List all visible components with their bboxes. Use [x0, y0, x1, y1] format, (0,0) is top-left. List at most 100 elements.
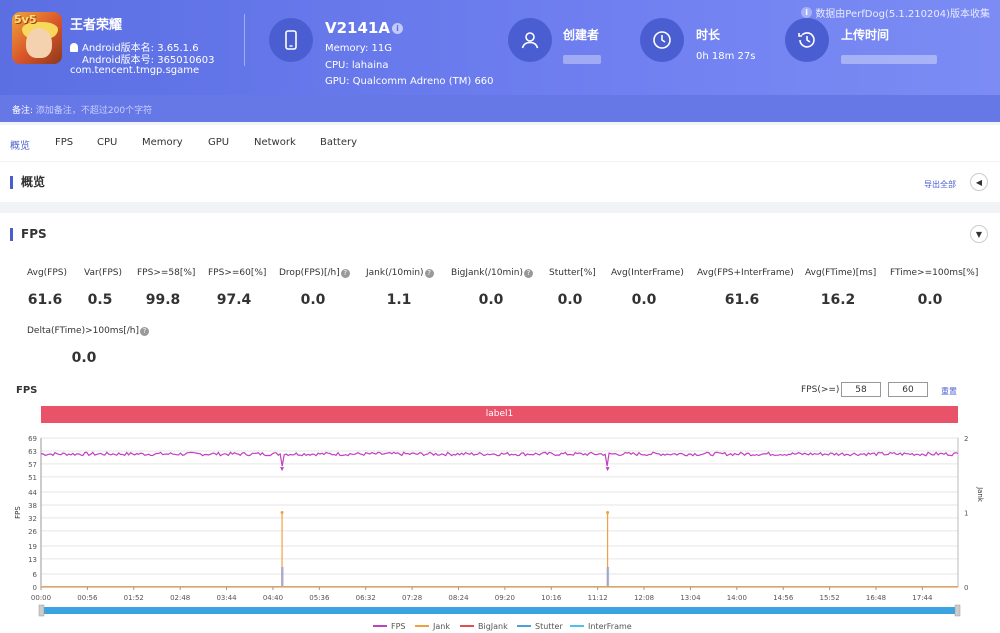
range-slider-handle-right — [954, 604, 961, 617]
range-slider-track — [41, 607, 958, 614]
collapse-down-icon[interactable]: ▼ — [970, 225, 988, 243]
fps-threshold-input-2[interactable] — [888, 382, 928, 397]
metric-label: FTime>=100ms[%] — [890, 268, 979, 278]
label-band[interactable]: label1 — [41, 406, 958, 423]
y-tick-label: 13 — [28, 556, 37, 564]
user-icon — [508, 18, 552, 62]
metric-label-text: BigJank(/10min) — [451, 268, 523, 278]
metric-value: 61.6 — [724, 292, 760, 308]
app-package: com.tencent.tmgp.sgame — [70, 65, 200, 76]
y2-axis-title: Jank — [976, 486, 984, 503]
app-name: 王者荣耀 — [70, 18, 123, 33]
legend-swatch — [460, 625, 474, 627]
metric-label-text: Delta(FTime)>100ms[/h] — [27, 326, 140, 336]
y-tick-label: 38 — [28, 502, 37, 510]
tab-network[interactable]: Network — [254, 137, 296, 148]
metric-value: 0.0 — [557, 292, 583, 308]
remark-input[interactable]: 添加备注，不超过200个字符 — [35, 106, 153, 116]
metric-label: Drop(FPS)[/h]? — [279, 268, 350, 278]
y-tick-label: 63 — [28, 448, 37, 456]
x-tick-label: 00:00 — [31, 594, 51, 602]
metric-label: BigJank(/10min)? — [451, 268, 533, 278]
data-source-note: i 数据由PerfDog(5.1.210204)版本收集 — [799, 5, 990, 20]
y2-tick-label: 0 — [964, 584, 968, 592]
upload-time-value-redacted — [841, 55, 937, 64]
tab-battery[interactable]: Battery — [320, 137, 358, 148]
hero-face — [26, 28, 52, 58]
report-header: 5v5 王者荣耀 Android版本名: 3.65.1.6 Android版本号… — [0, 0, 1000, 95]
x-tick-label: 14:00 — [727, 594, 747, 602]
metric-label: FPS>=60[%] — [208, 268, 267, 278]
metric-value: 0.0 — [631, 292, 657, 308]
x-tick-label: 04:40 — [263, 594, 283, 602]
help-icon[interactable]: ? — [340, 269, 350, 278]
tab-cpu[interactable]: CPU — [97, 137, 118, 148]
legend-item-jank[interactable]: Jank — [415, 622, 450, 631]
legend-item-interframe[interactable]: InterFrame — [570, 622, 632, 631]
app-version-name: Android版本名: 3.65.1.6 — [82, 43, 199, 54]
metric-label: FPS>=58[%] — [137, 268, 196, 278]
x-tick-label: 11:12 — [588, 594, 608, 602]
help-icon[interactable]: ? — [424, 269, 434, 278]
tab-fps[interactable]: FPS — [55, 137, 74, 148]
remark-bar: 备注: 添加备注，不超过200个字符 — [0, 95, 1000, 122]
help-icon[interactable]: ? — [140, 327, 150, 336]
legend-item-stutter[interactable]: Stutter — [517, 622, 563, 631]
android-icon — [70, 43, 78, 52]
y-tick-label: 69 — [28, 435, 37, 443]
metric-label: Delta(FTime)>100ms[/h]? — [27, 326, 150, 336]
overview-title: 概览 — [10, 176, 45, 189]
jank-bar — [281, 567, 284, 587]
x-tick-label: 12:08 — [634, 594, 654, 602]
collapse-left-icon[interactable]: ◀ — [970, 173, 988, 191]
legend-item-bigjank[interactable]: BigJank — [460, 622, 508, 631]
metric-label: Avg(FTime)[ms] — [805, 268, 877, 278]
fps-chart[interactable]: 0 6 13 19 26 32 38 44 51 57 63 69 0 1 2 FPS Jank 00:00 00:… — [0, 426, 1000, 622]
export-all-link[interactable]: 导出全部 — [924, 180, 956, 189]
y-tick-label: 26 — [28, 528, 37, 536]
duration-title: 时长 — [696, 28, 721, 42]
device-info-icon[interactable]: i — [391, 23, 403, 34]
legend-swatch — [570, 625, 584, 627]
metric-value: 0.0 — [300, 292, 326, 308]
y-tick-label: 57 — [28, 461, 37, 469]
metric-label: Var(FPS) — [84, 268, 123, 278]
metric-value: 97.4 — [216, 292, 252, 308]
metric-label-text: Jank(/10min) — [366, 268, 424, 278]
x-tick-label: 00:56 — [77, 594, 98, 602]
x-tick-label: 06:32 — [356, 594, 376, 602]
tab-overview[interactable]: 概览 — [10, 137, 30, 164]
reset-button[interactable]: 重置 — [941, 387, 957, 396]
y-tick-label: 44 — [28, 489, 37, 497]
fps-dip-marker — [280, 467, 285, 472]
upload-time-title: 上传时间 — [841, 28, 890, 42]
app-icon: 5v5 — [12, 12, 62, 64]
y-tick-label: 0 — [33, 584, 37, 592]
x-tick-label: 02:48 — [170, 594, 190, 602]
x-tick-label: 14:56 — [773, 594, 794, 602]
legend-item-fps[interactable]: FPS — [373, 622, 406, 631]
legend-label: Jank — [433, 622, 450, 631]
help-icon[interactable]: ? — [523, 269, 533, 278]
x-tick-label: 05:36 — [309, 594, 330, 602]
device-cpu: CPU: lahaina — [325, 60, 389, 71]
fps-threshold-input-1[interactable] — [841, 382, 881, 397]
legend-label: InterFrame — [588, 622, 632, 631]
fps-dip-marker — [605, 467, 610, 472]
metric-value: 0.5 — [87, 292, 113, 308]
fps-panel: FPS ▼ — [0, 213, 1000, 633]
metric-label-text: Drop(FPS)[/h] — [279, 268, 340, 278]
fps-section-title: FPS — [10, 228, 47, 241]
metric-label: Avg(FPS+InterFrame) — [697, 268, 794, 278]
device-phone-icon — [269, 18, 313, 62]
y-tick-label: 6 — [33, 571, 38, 579]
metric-value: 1.1 — [386, 292, 412, 308]
x-tick-label: 17:44 — [912, 594, 933, 602]
clock-icon — [640, 18, 684, 62]
fps-series-line — [40, 451, 959, 467]
y-tick-label: 51 — [28, 474, 37, 482]
device-model: V2141A i — [325, 19, 403, 37]
tab-gpu[interactable]: GPU — [208, 137, 230, 148]
legend-label: FPS — [391, 622, 406, 631]
tab-memory[interactable]: Memory — [142, 137, 183, 148]
